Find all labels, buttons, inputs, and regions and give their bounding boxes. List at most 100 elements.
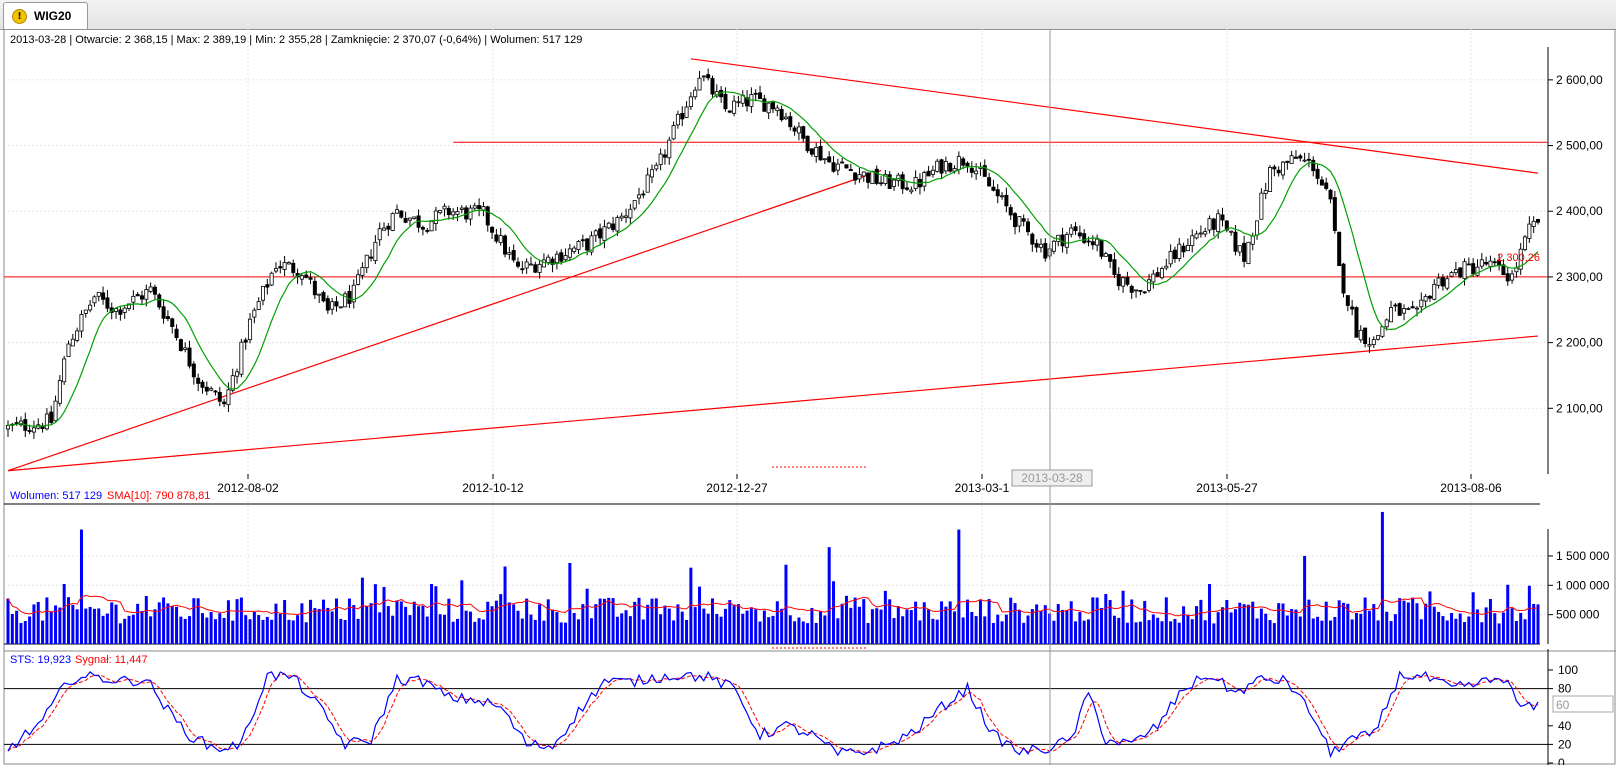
candle-body — [559, 252, 564, 262]
volume-bar — [399, 601, 403, 644]
candle-body — [1004, 194, 1009, 207]
volume-bar — [905, 609, 909, 644]
candle-body — [1536, 219, 1541, 223]
volume-bar — [775, 601, 779, 644]
candle-body — [585, 238, 590, 251]
volume-bar — [602, 598, 606, 644]
candle-body — [338, 306, 343, 309]
volume-bar — [360, 577, 364, 644]
candle-body — [101, 292, 106, 300]
candle-body — [965, 162, 970, 167]
candle-body — [771, 100, 776, 110]
candle-body — [801, 126, 806, 139]
volume-bar — [105, 613, 109, 644]
volume-bar — [832, 581, 836, 644]
candle-body — [969, 167, 974, 173]
volume-bar — [455, 618, 459, 644]
volume-bar — [1255, 618, 1259, 644]
tab-wig20[interactable]: ! WIG20 — [3, 2, 88, 29]
candle-body — [191, 363, 196, 378]
candle-body — [1103, 253, 1108, 257]
candle-body — [1112, 259, 1117, 275]
candle-body — [1237, 245, 1242, 253]
candle-body — [135, 294, 140, 297]
volume-bar — [1441, 616, 1445, 644]
candle-body — [1272, 166, 1277, 170]
volume-bar — [287, 619, 291, 644]
volume-bar — [1147, 620, 1151, 644]
volume-bar — [715, 613, 719, 644]
volume-bar — [533, 619, 537, 644]
candle-body — [399, 210, 404, 218]
volume-bar — [144, 596, 148, 644]
candle-body — [684, 106, 689, 118]
volume-bar — [196, 598, 200, 644]
volume-bar — [1376, 620, 1380, 644]
candle-body — [1324, 182, 1329, 189]
candle-body — [226, 389, 231, 406]
volume-bar — [1242, 604, 1246, 644]
volume-label: Wolumen: 517 129 — [10, 490, 102, 502]
volume-bar — [1385, 611, 1389, 644]
candle-body — [446, 207, 451, 216]
volume-bar — [615, 616, 619, 644]
x-axis-labels: 2012-08-02 2012-10-12 2012-12-27 2013-03-1 2… — [217, 474, 1502, 495]
candlesticks — [6, 68, 1541, 439]
candle-body — [796, 126, 801, 134]
volume-bar — [693, 607, 697, 644]
volume-bar — [1182, 606, 1186, 644]
horizontal-levels — [4, 141, 1548, 278]
candle-body — [861, 171, 866, 177]
candle-body — [615, 217, 620, 232]
candle-body — [1211, 218, 1216, 230]
volume-bar — [1082, 620, 1086, 644]
volume-bar — [1311, 618, 1315, 644]
x-tick-label: 2012-12-27 — [706, 481, 768, 495]
volume-bar — [1342, 602, 1346, 644]
volume-bar — [382, 586, 386, 644]
volume-bar — [313, 608, 317, 644]
volume-bar — [1052, 620, 1056, 644]
volume-bar — [330, 611, 334, 644]
stoch-level-input[interactable] — [1552, 695, 1614, 713]
volume-y-labels: 1 500 000 1 000 000 500 000 — [1548, 549, 1610, 622]
candle-body — [394, 209, 399, 214]
candle-body — [494, 234, 499, 242]
candle-body — [373, 241, 378, 261]
candle-body — [1134, 289, 1139, 292]
candle-body — [31, 427, 36, 433]
volume-bar — [244, 615, 248, 644]
volume-bar — [1069, 601, 1073, 644]
volume-bar — [1398, 598, 1402, 644]
volume-bar — [996, 614, 1000, 644]
volume-bar — [421, 605, 425, 644]
candle-body — [196, 377, 201, 384]
candle-body — [649, 169, 654, 178]
volume-bar — [1251, 601, 1255, 644]
volume-bar — [1402, 600, 1406, 644]
volume-bar — [1035, 604, 1039, 644]
candle-body — [1319, 179, 1324, 186]
volume-bar — [486, 601, 490, 644]
candle-body — [809, 148, 814, 155]
candle-body — [1038, 243, 1043, 248]
candle-body — [1121, 277, 1126, 287]
volume-bar — [1514, 620, 1518, 644]
price-tick-label: 2 200,00 — [1556, 336, 1603, 350]
volume-bar — [1112, 615, 1116, 644]
candle-body — [671, 125, 676, 140]
volume-bar — [1389, 621, 1393, 644]
volume-bar — [1380, 511, 1384, 644]
chart-area[interactable]: 2013-03-28 2 600,00 2 500,00 2 400,00 2 300… — [0, 29, 1616, 765]
candle-body — [1380, 326, 1385, 337]
volume-bar — [862, 599, 866, 644]
volume-bar — [1532, 603, 1536, 644]
volume-bar — [991, 623, 995, 644]
volume-bar — [1190, 619, 1194, 644]
candle-body — [658, 153, 663, 165]
candle-body — [1410, 306, 1415, 309]
candle-body — [1000, 195, 1005, 198]
volume-bar — [689, 567, 693, 644]
candle-body — [762, 98, 767, 112]
volume-bar — [369, 603, 373, 644]
